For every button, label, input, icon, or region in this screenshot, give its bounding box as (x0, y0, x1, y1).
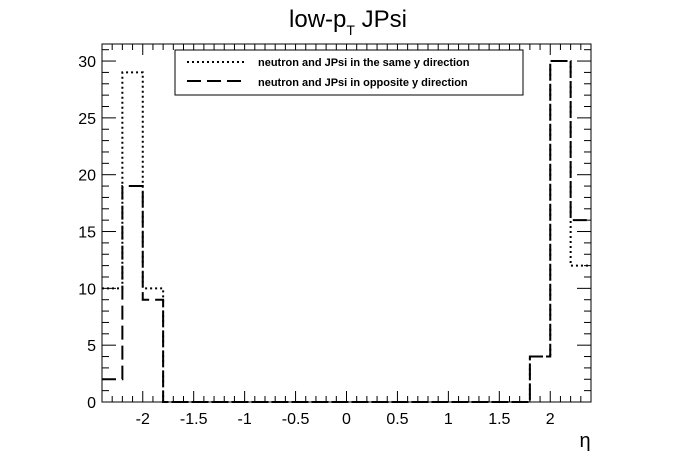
series-opposite-direction-line (102, 60, 591, 403)
legend-label-same-direction: neutron and JPsi in the same y direction (258, 57, 470, 69)
legend-box (174, 49, 524, 96)
x-tick-label: -1 (238, 411, 252, 428)
x-tick-label: -1.5 (180, 411, 208, 428)
y-tick-label: 30 (78, 54, 96, 71)
x-tick-label: 1.5 (488, 411, 510, 428)
axes: 0 5 10 15 20 25 30 -2 -1.5 -1 -0.5 0 0.5 1 1.5 2 (78, 44, 592, 428)
x-tick-label: 1 (444, 411, 453, 428)
series-lines (102, 60, 591, 403)
y-tick-label: 20 (78, 168, 96, 185)
y-tick-label: 5 (87, 338, 96, 355)
x-tick-label: 0.5 (386, 411, 408, 428)
x-tick-label: 0 (342, 411, 351, 428)
y-tick-label: 15 (78, 225, 96, 242)
chart-title-main: low-p (289, 6, 346, 33)
chart-title-subscript: T (346, 22, 355, 38)
legend-label-opposite-direction: neutron and JPsi in opposite y direction (258, 77, 468, 89)
y-tick-label: 10 (78, 281, 96, 298)
chart-title: low-pT JPsi (289, 6, 407, 38)
series-same-direction-line (102, 60, 591, 403)
y-tick-label: 0 (87, 395, 96, 412)
legend: neutron and JPsi in the same y direction… (174, 49, 524, 96)
y-tick-label: 25 (78, 111, 96, 128)
x-tick-label: -2 (136, 411, 150, 428)
x-tick-label: 2 (546, 411, 555, 428)
plot-frame (101, 43, 592, 403)
x-axis-label: η (579, 430, 590, 452)
chart-title-suffix: JPsi (355, 6, 407, 33)
x-tick-label: -0.5 (282, 411, 310, 428)
